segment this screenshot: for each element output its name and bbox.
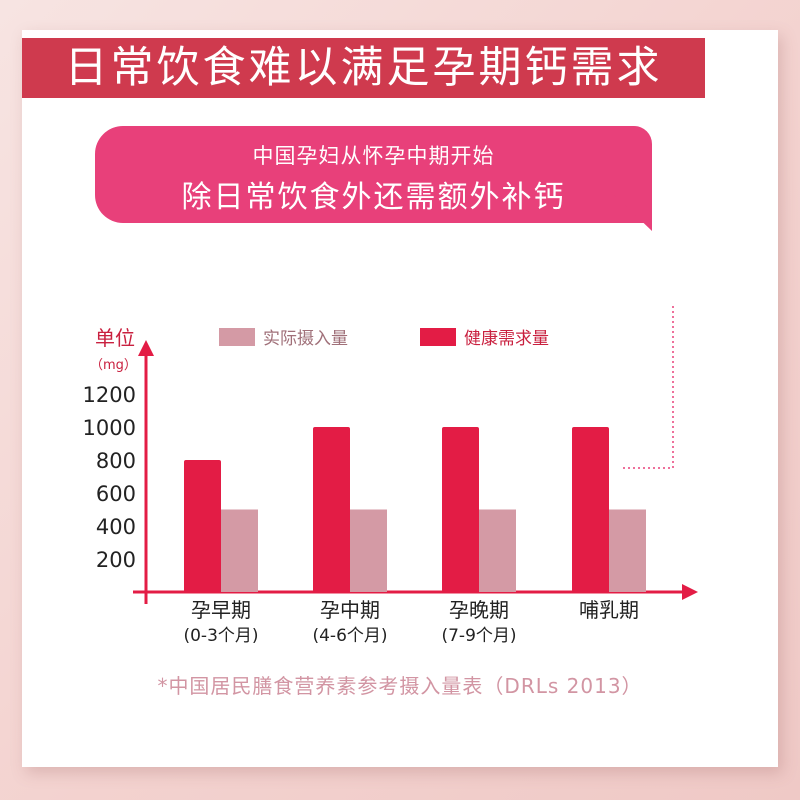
y-tick-label: 600 <box>96 482 136 506</box>
legend-swatch <box>219 328 255 346</box>
y-tick-label: 200 <box>96 548 136 572</box>
y-axis-arrow <box>138 340 154 356</box>
y-tick-label: 1000 <box>83 416 136 440</box>
bar-required <box>313 427 350 592</box>
bar-actual <box>609 509 646 592</box>
x-category-sublabel: (0-3个月) <box>183 626 258 646</box>
source-footnote: *中国居民膳食营养素参考摄入量表（DRLs 2013） <box>157 674 643 698</box>
x-axis-arrow <box>682 584 698 600</box>
x-category-sublabel: (7-9个月) <box>441 626 516 646</box>
y-tick-label: 1200 <box>83 383 136 407</box>
callout-box: 中国孕妇从怀孕中期开始 除日常饮食外还需额外补钙 <box>95 126 652 223</box>
bar-required <box>184 460 221 592</box>
callout-line-2: 除日常饮食外还需额外补钙 <box>181 180 566 215</box>
x-category-label: 哺乳期 <box>579 598 639 622</box>
bar-actual <box>479 509 516 592</box>
x-category-sublabel: (4-6个月) <box>312 626 387 646</box>
callout-connector <box>622 306 674 469</box>
page-title: 日常饮食难以满足孕期钙需求 <box>22 38 705 98</box>
x-category-label: 孕晚期 <box>449 598 509 622</box>
callout-line-1: 中国孕妇从怀孕中期开始 <box>252 144 495 168</box>
y-axis-label: 单位 <box>95 326 135 350</box>
y-axis-unit: （mg） <box>90 358 137 373</box>
bar-required <box>442 427 479 592</box>
bar-required <box>572 427 609 592</box>
x-category-label: 孕中期 <box>320 598 380 622</box>
y-tick-label: 800 <box>96 449 136 473</box>
legend-swatch <box>420 328 456 346</box>
bar-actual <box>350 509 387 592</box>
legend-label: 实际摄入量 <box>263 329 348 349</box>
x-category-label: 孕早期 <box>191 598 251 622</box>
bar-actual <box>221 509 258 592</box>
y-tick-label: 400 <box>96 515 136 539</box>
legend-label: 健康需求量 <box>464 329 549 349</box>
